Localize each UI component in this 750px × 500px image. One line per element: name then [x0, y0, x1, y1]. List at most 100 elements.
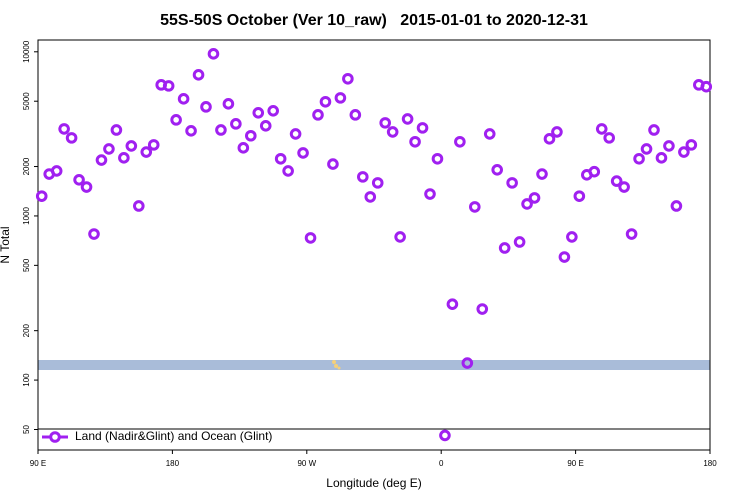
data-point — [469, 201, 481, 213]
data-point — [528, 192, 541, 204]
data-point — [35, 190, 48, 202]
y-tick-label: 500 — [22, 258, 31, 272]
background-band — [38, 360, 710, 370]
data-point — [663, 140, 675, 152]
data-point — [603, 132, 616, 144]
data-point — [304, 232, 317, 244]
data-point — [685, 139, 698, 151]
data-point — [625, 228, 638, 240]
data-point — [259, 120, 272, 132]
data-point — [655, 152, 668, 164]
x-tick-label: 90 W — [297, 459, 316, 468]
data-point — [125, 140, 138, 152]
band-dot — [334, 364, 338, 368]
legend-label: Land (Nadir&Glint) and Ocean (Glint) — [75, 429, 272, 443]
data-point — [379, 117, 392, 129]
data-point — [88, 228, 100, 240]
data-point — [357, 171, 369, 183]
data-point — [252, 106, 265, 119]
x-tick-label: 180 — [166, 459, 180, 468]
data-point — [192, 69, 205, 81]
y-tick-label: 100 — [22, 373, 31, 387]
y-tick-label: 200 — [22, 323, 31, 337]
band-dot — [337, 366, 341, 370]
data-point — [401, 113, 414, 125]
data-point — [267, 105, 280, 117]
data-point — [588, 165, 601, 178]
data-point — [95, 154, 108, 166]
data-point — [476, 303, 489, 315]
data-point — [58, 123, 70, 135]
data-point — [678, 146, 690, 158]
data-point — [215, 124, 227, 136]
data-point — [230, 118, 242, 130]
data-point — [147, 139, 160, 151]
data-point — [200, 101, 212, 113]
data-point — [177, 93, 190, 105]
data-point — [274, 152, 287, 165]
data-point — [566, 231, 578, 243]
y-tick-label: 1000 — [22, 206, 31, 224]
data-point — [162, 80, 175, 92]
data-point — [670, 200, 683, 212]
band-dot — [332, 360, 336, 364]
data-point — [558, 251, 571, 263]
data-point — [349, 109, 362, 121]
data-point — [640, 143, 653, 155]
data-point — [610, 175, 623, 187]
data-point — [118, 152, 130, 164]
data-point — [431, 152, 444, 165]
y-tick-label: 50 — [22, 424, 31, 433]
data-point — [50, 165, 63, 177]
x-tick-label: 180 — [703, 459, 717, 468]
data-point — [80, 181, 93, 193]
data-point — [551, 126, 563, 138]
data-point — [543, 133, 556, 145]
y-tick-label: 10000 — [22, 40, 31, 63]
data-point — [498, 242, 511, 254]
y-tick-label: 5000 — [22, 92, 31, 110]
data-point — [133, 200, 145, 212]
data-point — [327, 158, 339, 170]
data-point — [416, 122, 429, 134]
data-point — [513, 236, 526, 248]
plot-frame — [37, 39, 711, 451]
data-point — [483, 128, 496, 140]
data-point — [334, 92, 347, 104]
data-point — [312, 109, 324, 121]
data-point — [319, 95, 332, 108]
x-tick-label: 90 E — [567, 459, 583, 468]
data-point — [222, 98, 235, 110]
legend-marker — [49, 431, 61, 443]
data-point — [454, 135, 466, 148]
data-point — [289, 128, 302, 140]
chart-title: 55S-50S October (Ver 10_raw) 2015-01-01 … — [160, 12, 588, 29]
data-point — [439, 429, 451, 442]
data-point — [73, 174, 85, 186]
y-tick-label: 2000 — [22, 157, 31, 175]
data-point — [282, 165, 294, 177]
legend-box — [37, 428, 711, 451]
data-point — [103, 143, 115, 155]
data-point — [364, 191, 377, 203]
data-point — [170, 114, 182, 126]
data-point — [424, 188, 436, 200]
data-point — [237, 142, 250, 154]
x-tick-label: 0 — [439, 459, 444, 468]
data-point — [207, 48, 220, 60]
data-point — [394, 231, 406, 243]
data-point — [297, 147, 309, 159]
data-point — [595, 123, 608, 135]
data-point — [140, 146, 153, 158]
y-axis-label: N Total — [0, 226, 12, 263]
data-point — [536, 168, 548, 180]
data-point — [185, 125, 197, 137]
x-axis-label: Longitude (deg E) — [326, 476, 421, 490]
data-point — [506, 177, 518, 189]
x-tick-label: 90 E — [30, 459, 46, 468]
data-point — [573, 190, 586, 202]
data-point — [446, 298, 459, 310]
data-point — [409, 135, 421, 148]
data-point — [633, 152, 645, 165]
